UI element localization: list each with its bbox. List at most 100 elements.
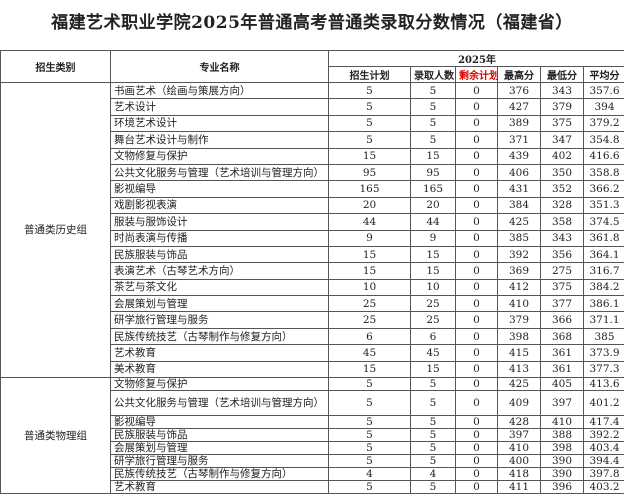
cell-major: 研学旅行管理与服务 — [110, 454, 329, 469]
cell-min: 377 — [540, 295, 584, 313]
cell-remaining: 0 — [455, 311, 498, 329]
cell-admitted: 165 — [410, 180, 456, 198]
cell-avg: 403.4 — [582, 441, 624, 456]
cell-min: 361 — [540, 360, 584, 379]
cell-avg: 403.2 — [582, 480, 624, 495]
cell-min: 356 — [540, 245, 584, 264]
cell-avg: 354.8 — [582, 131, 624, 149]
cell-min: 352 — [540, 180, 584, 198]
cell-avg: 358.8 — [582, 163, 624, 182]
cell-max: 385 — [497, 229, 541, 247]
cell-remaining: 0 — [455, 360, 498, 379]
cell-remaining: 0 — [455, 480, 498, 495]
table-row: 茶艺与茶文化 10 10 0 412 375 384.2 — [1, 278, 624, 297]
cell-remaining: 0 — [455, 327, 498, 346]
cell-avg: 386.1 — [582, 295, 624, 313]
cell-min: 410 — [540, 415, 584, 430]
cell-avg: 394 — [582, 98, 624, 116]
table-row: 戏剧影视表演 20 20 0 384 328 351.3 — [1, 196, 624, 215]
cell-plan: 15 — [328, 147, 411, 165]
table-row: 民族传统技艺（古琴制作与修复方向） 6 6 0 398 368 385 — [1, 327, 624, 346]
cell-major: 会展策划与管理 — [110, 295, 329, 313]
cell-plan: 5 — [328, 441, 411, 456]
cell-avg: 416.6 — [582, 147, 624, 165]
cell-admitted: 5 — [410, 441, 456, 456]
cell-plan: 5 — [328, 454, 411, 469]
cell-admitted: 5 — [410, 428, 456, 443]
cell-plan: 5 — [328, 81, 411, 100]
cell-major: 研学旅行管理与服务 — [110, 311, 329, 329]
cell-avg: 364.1 — [582, 245, 624, 264]
cell-max: 418 — [497, 467, 541, 482]
cell-major: 影视编导 — [110, 180, 329, 198]
cell-avg: 377.3 — [582, 360, 624, 379]
cell-min: 375 — [540, 278, 584, 297]
cell-avg: 379.2 — [582, 114, 624, 133]
table-row: 民族服装与饰品 15 15 0 392 356 364.1 — [1, 245, 624, 264]
cell-remaining: 0 — [455, 196, 498, 215]
cell-remaining: 0 — [455, 180, 498, 198]
table-row: 普通类历史组 书画艺术（绘画与策展方向） 5 5 0 376 343 357.6 — [0, 81, 624, 379]
cell-major: 艺术教育 — [110, 344, 329, 362]
cell-avg: 397.8 — [582, 467, 624, 482]
cell-max: 410 — [497, 295, 541, 313]
cell-max: 369 — [497, 262, 541, 280]
cell-min: 405 — [540, 377, 584, 392]
cell-max: 413 — [497, 360, 541, 379]
cell-major: 舞台艺术设计与制作 — [110, 131, 329, 149]
cell-plan: 165 — [328, 180, 411, 198]
cell-major: 书画艺术（绘画与策展方向） — [110, 81, 329, 100]
cell-max: 431 — [497, 180, 541, 198]
cell-remaining: 0 — [455, 377, 498, 392]
cell-avg: 371.1 — [582, 311, 624, 329]
header-major: 专业名称 — [110, 50, 329, 83]
cell-min: 390 — [540, 467, 584, 482]
cell-major: 艺术教育 — [110, 480, 329, 495]
table-row: 美术教育 15 15 0 413 361 377.3 — [1, 360, 624, 379]
cell-plan: 9 — [328, 229, 411, 247]
cell-remaining: 0 — [455, 428, 498, 443]
cell-min: 366 — [540, 311, 584, 329]
cell-min: 350 — [540, 163, 584, 182]
cell-major: 时尚表演与传播 — [110, 229, 329, 247]
cell-min: 343 — [540, 229, 584, 247]
cell-remaining: 0 — [455, 262, 498, 280]
cell-major: 艺术设计 — [110, 98, 329, 116]
cell-max: 384 — [497, 196, 541, 215]
cell-plan: 95 — [328, 163, 411, 182]
cell-plan: 25 — [328, 311, 411, 329]
header-min: 最低分 — [540, 66, 584, 83]
cell-major: 民族传统技艺（古琴制作与修复方向） — [110, 327, 329, 346]
cell-min: 375 — [540, 114, 584, 133]
header-category: 招生类别 — [0, 50, 111, 83]
cell-remaining: 0 — [455, 278, 498, 297]
cell-max: 389 — [497, 114, 541, 133]
cell-avg: 373.9 — [582, 344, 624, 362]
cell-min: 402 — [540, 147, 584, 165]
cell-max: 376 — [497, 81, 541, 100]
cell-major: 公共文化服务与管理（艺术培训与管理方向） — [110, 163, 329, 182]
cell-min: 388 — [540, 428, 584, 443]
cell-max: 428 — [497, 415, 541, 430]
cell-plan: 5 — [328, 377, 411, 392]
cell-admitted: 15 — [410, 245, 456, 264]
cell-plan: 15 — [328, 245, 411, 264]
cell-avg: 385 — [582, 327, 624, 346]
cell-max: 397 — [497, 428, 541, 443]
cell-admitted: 4 — [410, 467, 456, 482]
cell-plan: 6 — [328, 327, 411, 346]
group-name: 普通类历史组 — [0, 81, 111, 379]
cell-max: 409 — [497, 390, 541, 417]
table-row: 民族传统技艺（古琴制作与修复方向） 4 4 0 418 390 397.8 — [1, 467, 624, 482]
table-row: 环境艺术设计 5 5 0 389 375 379.2 — [1, 114, 624, 133]
cell-admitted: 95 — [410, 163, 456, 182]
cell-major: 会展策划与管理 — [110, 441, 329, 456]
cell-admitted: 44 — [410, 213, 456, 231]
cell-max: 412 — [497, 278, 541, 297]
cell-plan: 15 — [328, 360, 411, 379]
cell-admitted: 15 — [410, 262, 456, 280]
cell-plan: 5 — [328, 114, 411, 133]
cell-major: 民族服装与饰品 — [110, 245, 329, 264]
cell-max: 415 — [497, 344, 541, 362]
cell-remaining: 0 — [455, 295, 498, 313]
